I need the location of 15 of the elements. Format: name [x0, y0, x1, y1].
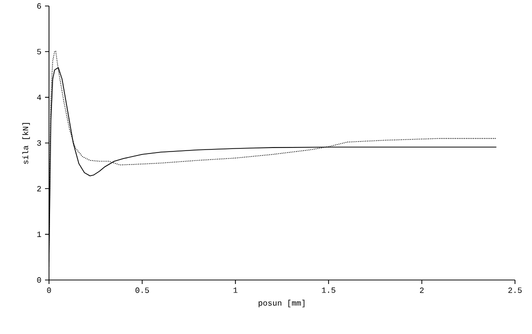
y-tick-label: 3	[37, 140, 41, 146]
x-tick-label: 1	[234, 288, 238, 293]
x-axis-title: posun [mm]	[258, 300, 304, 308]
x-tick-label: 1.5	[322, 288, 336, 293]
y-tick-label: 0	[37, 277, 41, 283]
y-tick-label: 1	[37, 232, 42, 237]
y-tick-label: 2	[37, 186, 41, 192]
y-tick-label: 6	[37, 3, 41, 9]
x-tick-label: 2	[420, 288, 424, 293]
y-axis-title: síla [kN]	[22, 123, 30, 164]
x-tick-label: 0	[47, 288, 51, 293]
x-tick-label: 0.5	[135, 288, 149, 293]
x-tick-label: 2.5	[508, 288, 522, 293]
y-tick-label: 5	[37, 48, 41, 54]
y-tick-label: 4	[37, 94, 42, 100]
